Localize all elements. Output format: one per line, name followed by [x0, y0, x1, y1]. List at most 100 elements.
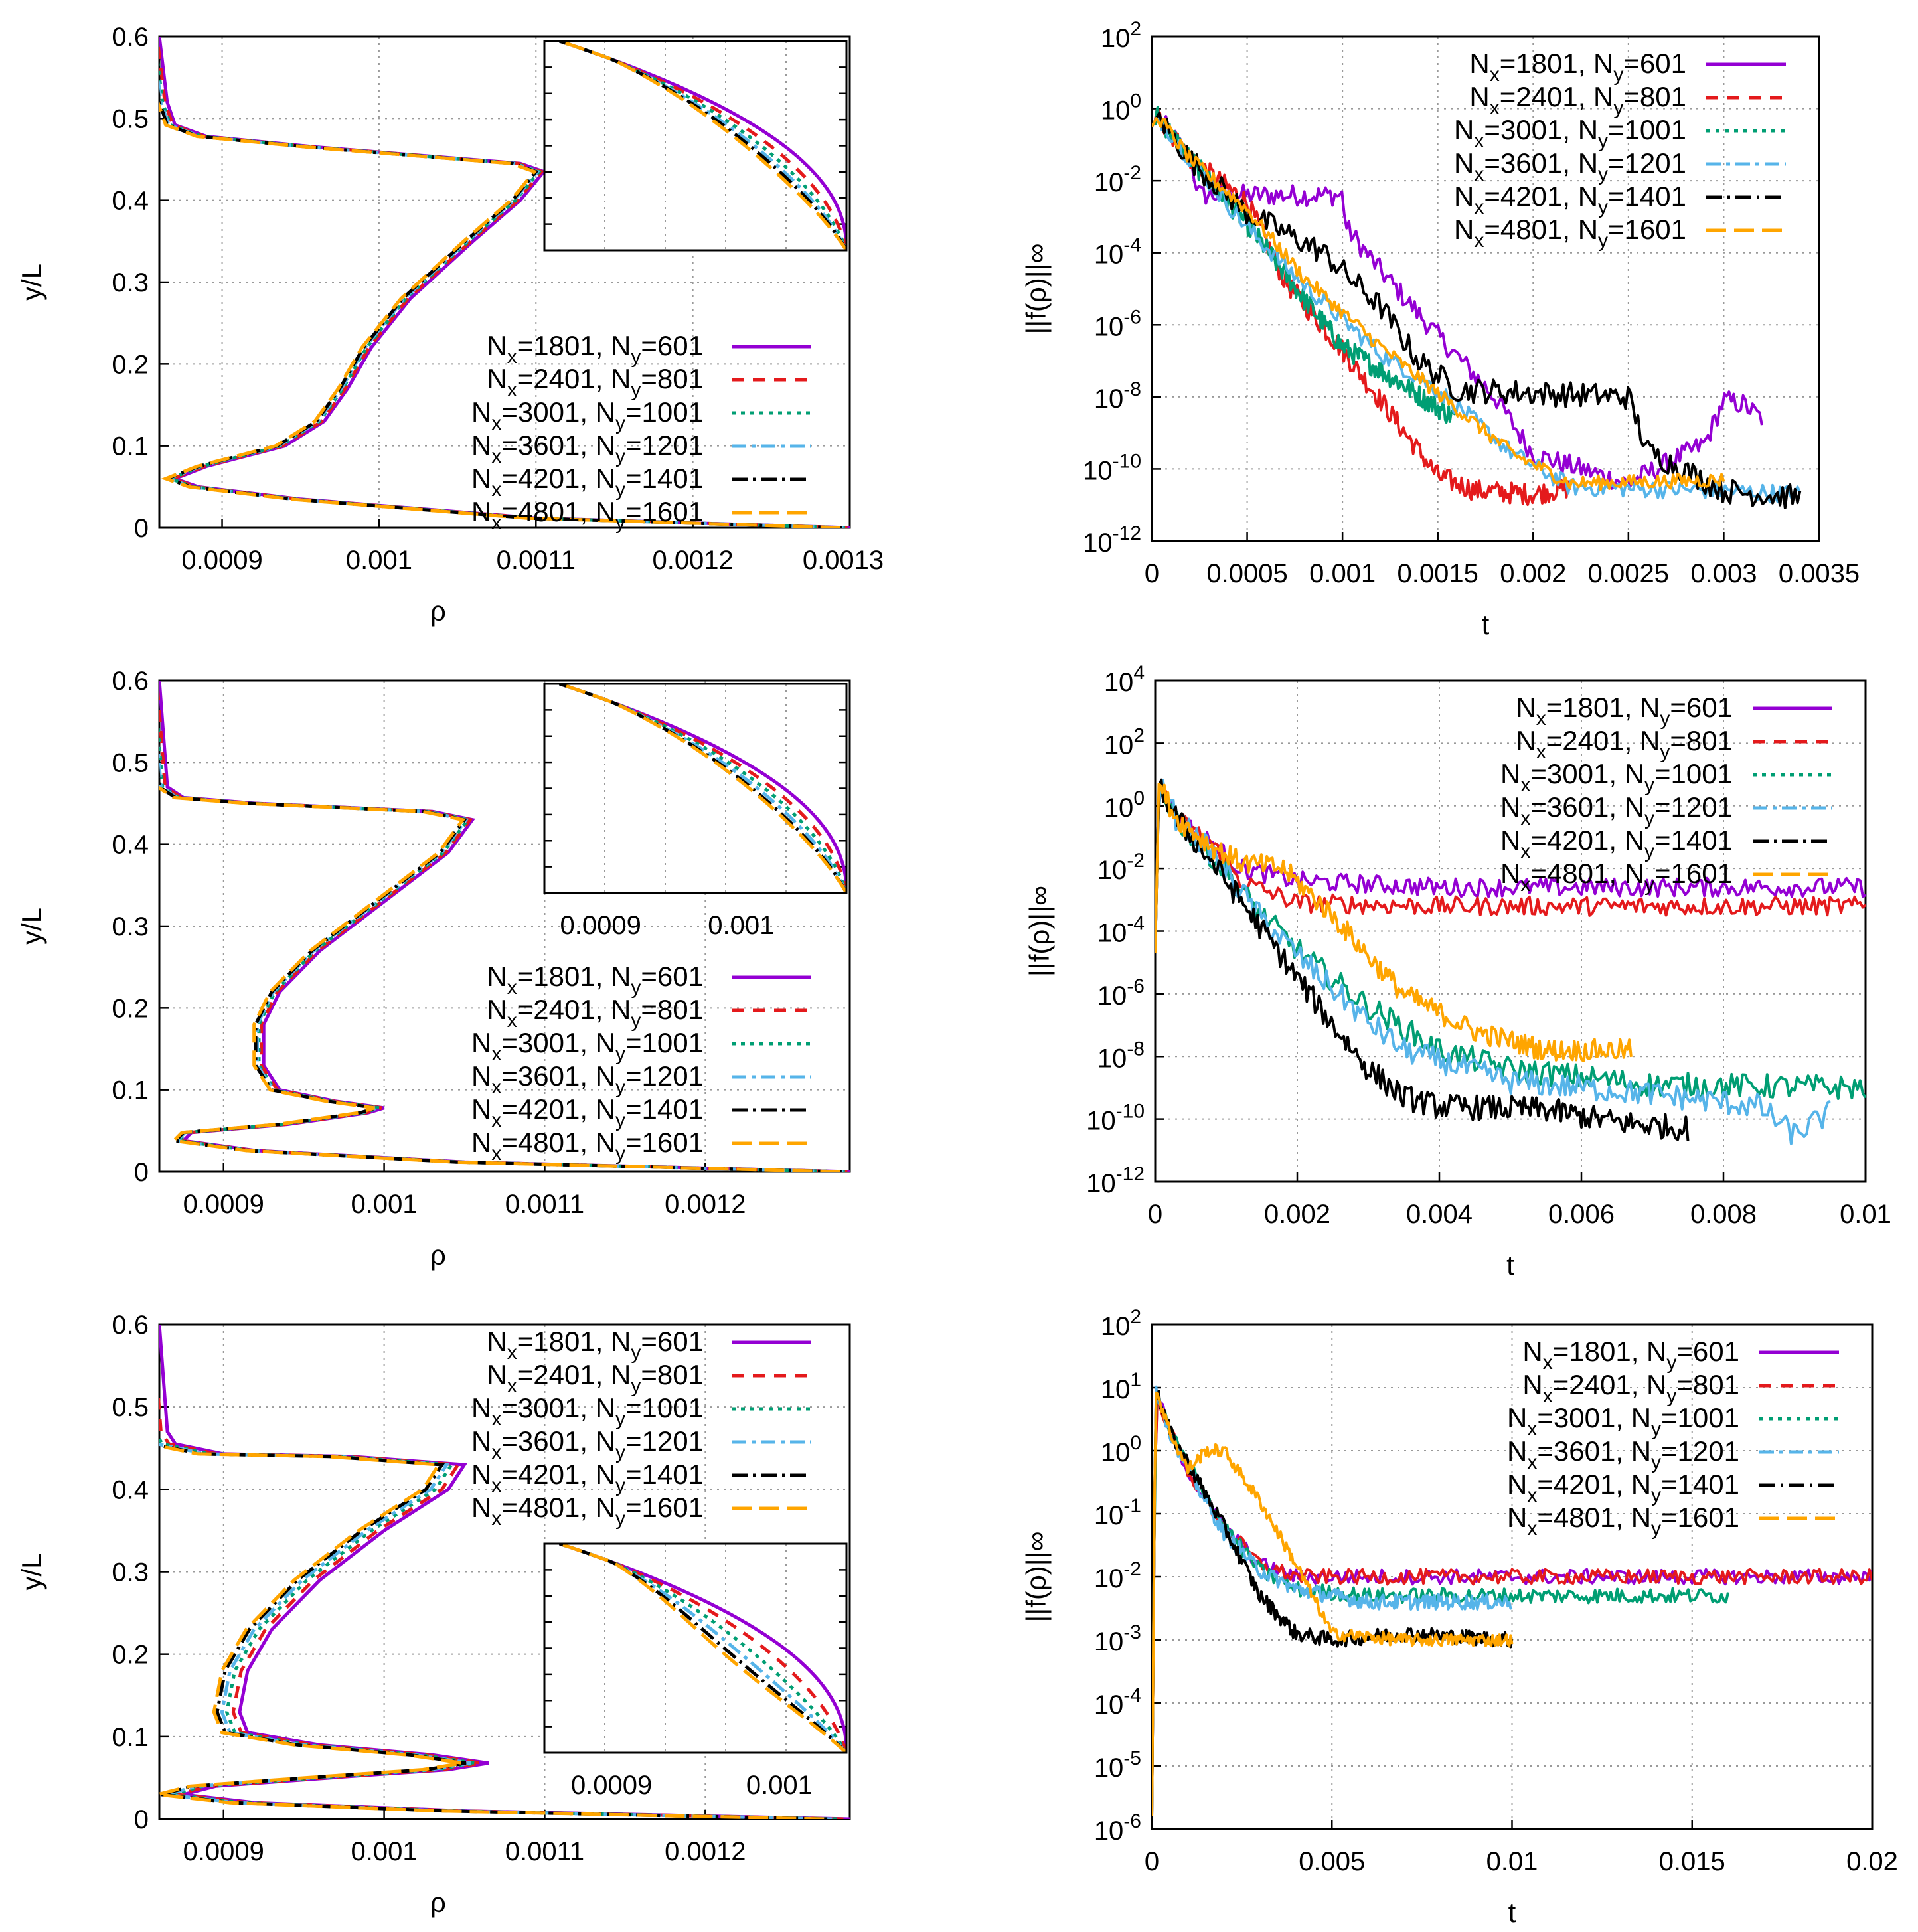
- legend-label: Nx=3001, Ny=1001: [1507, 1402, 1739, 1440]
- xtick-label: 0.015: [1659, 1847, 1725, 1876]
- inset-background: [544, 41, 846, 250]
- inset-zoom: 0.0009 0.001: [543, 1542, 848, 1800]
- series-nx3001: [1152, 106, 1459, 424]
- inset-curve-nx2401: [558, 684, 846, 893]
- legend-label: Nx=4201, Ny=1401: [471, 463, 704, 501]
- ytick-label: 10-6: [1097, 975, 1145, 1010]
- y-axis-label: ||f(ρ)||∞: [1024, 886, 1055, 977]
- ytick-label: 10-6: [1094, 1811, 1141, 1846]
- ytick-label: 10-2: [1094, 1558, 1141, 1593]
- inset-curve-nx4801: [558, 41, 846, 250]
- xtick-label: 0: [1148, 1200, 1162, 1229]
- xtick-label: 0.0009: [181, 546, 262, 575]
- density-profile-middle: 0 0.1 0.2 0.3 0.4 0.5 0.6 0.0009 0.001 0.0011 0.00…: [16, 667, 851, 1271]
- ytick-label: 10-3: [1094, 1621, 1141, 1656]
- curve-nx3601: [159, 1442, 833, 1819]
- xtick-label: 0.0011: [505, 1190, 584, 1219]
- series-nx4801: [1155, 783, 1633, 1062]
- legend-label: Nx=3601, Ny=1201: [471, 1425, 704, 1463]
- curve-nx4801: [159, 1444, 825, 1819]
- ytick-label: 10-8: [1094, 378, 1141, 414]
- curve-nx3001: [159, 62, 845, 528]
- legend-label: Nx=2401, Ny=801: [1522, 1369, 1739, 1407]
- xtick-label: 0.0009: [183, 1190, 264, 1219]
- ytick-label: 10-4: [1094, 1684, 1141, 1720]
- legend-label: Nx=2401, Ny=801: [487, 1359, 704, 1397]
- series-nx3601: [1155, 779, 1831, 1145]
- curve-nx4801: [159, 101, 840, 528]
- ytick-label: 0.3: [112, 912, 149, 941]
- ytick-label: 0.4: [112, 831, 149, 860]
- curve-nx4201: [159, 1443, 828, 1819]
- inset-frame: [543, 683, 848, 894]
- plot-frame: [158, 1323, 851, 1820]
- curve-nx2401: [159, 1388, 844, 1819]
- y-axis-label: y/L: [16, 264, 47, 301]
- xtick-label: 0.0009: [183, 1837, 264, 1866]
- y-axis-label: y/L: [16, 908, 47, 945]
- xtick-label: 0.0012: [665, 1837, 746, 1866]
- legend-label: Nx=4801, Ny=1601: [471, 1127, 704, 1165]
- xtick-label: 0: [1145, 1847, 1159, 1876]
- xtick-label: 0.01: [1840, 1200, 1891, 1229]
- ytick-label: 10-4: [1097, 913, 1145, 948]
- legend-label: Nx=1801, Ny=601: [487, 1326, 704, 1364]
- x-axis-label: ρ: [430, 1887, 446, 1918]
- x-axis-label: t: [1482, 609, 1490, 640]
- ytick-label: 10-10: [1086, 1101, 1145, 1136]
- ytick-label: 100: [1104, 787, 1145, 823]
- residual-bottom: 10-6 10-5 10-4 10-3 10-2 10-1 100 101 102 0 0.005 0…: [1020, 1306, 1898, 1928]
- inset-curve-nx1801: [558, 41, 846, 250]
- ytick-label: 10-1: [1094, 1495, 1141, 1530]
- legend-label: Nx=2401, Ny=801: [1469, 81, 1686, 119]
- legend-label: Nx=3601, Ny=1201: [1500, 791, 1733, 829]
- plot-frame: [158, 679, 851, 1173]
- inset-zoom: [543, 40, 848, 252]
- inset-background: [544, 1544, 846, 1753]
- ytick-label: 0.6: [112, 1311, 149, 1340]
- y-axis-label: ||f(ρ)||∞: [1020, 1531, 1052, 1622]
- plot-frame: [1151, 35, 1820, 542]
- inset-curve-nx4801: [558, 684, 846, 893]
- ytick-label: 102: [1101, 18, 1141, 53]
- ytick-label: 0.1: [112, 432, 149, 461]
- ytick-label: 0.1: [112, 1723, 149, 1752]
- xtick-label: 0.0025: [1588, 559, 1669, 588]
- ytick-label: 0.2: [112, 994, 149, 1023]
- xtick-label: 0.005: [1299, 1847, 1365, 1876]
- ytick-label: 0.3: [112, 1558, 149, 1587]
- legend-label: Nx=2401, Ny=801: [487, 363, 704, 401]
- legend-label: Nx=4201, Ny=1401: [1500, 825, 1733, 862]
- ytick-label: 0: [134, 1158, 149, 1187]
- legend-label: Nx=4801, Ny=1601: [471, 1492, 704, 1530]
- series-nx1801: [1155, 786, 1866, 953]
- residual-top: 10-12 10-10 10-8 10-6 10-4 10-2 100 102 0 0.0005 0…: [1020, 18, 1860, 640]
- series-nx2401: [1152, 108, 1571, 506]
- xtick-label: 0.001: [346, 546, 412, 575]
- inset-curve-nx1801: [558, 684, 846, 893]
- ytick-label: 10-5: [1094, 1747, 1141, 1783]
- density-profile-top: 0 0.1 0.2 0.3 0.4 0.5 0.6 0.0009 0.001 0.0011 0.00…: [16, 23, 884, 627]
- ytick-label: 100: [1101, 90, 1141, 125]
- curve-nx4801: [159, 785, 840, 1172]
- legend-label: Nx=3001, Ny=1001: [1454, 114, 1686, 152]
- xtick-label: 0: [1145, 559, 1159, 588]
- y-axis-label: y/L: [16, 1553, 47, 1590]
- xtick-label: 0.0011: [497, 546, 576, 575]
- xtick-label: 0.01: [1486, 1847, 1538, 1876]
- ytick-label: 10-12: [1083, 523, 1141, 558]
- xtick-label: 0.004: [1406, 1200, 1473, 1229]
- xtick-label: 0.0013: [803, 546, 884, 575]
- xtick-label: 0.001: [351, 1190, 418, 1219]
- xtick-label: 0.002: [1500, 559, 1566, 588]
- xtick-label: 0.002: [1264, 1200, 1330, 1229]
- legend-label: Nx=4801, Ny=1601: [1500, 858, 1733, 896]
- series-nx3001: [1155, 786, 1866, 1100]
- inset-frame: [543, 40, 848, 252]
- series-nx2401: [1155, 786, 1866, 953]
- series-nx4201: [1152, 1390, 1514, 1817]
- ytick-label: 10-6: [1094, 306, 1141, 341]
- ytick-label: 0.6: [112, 667, 149, 696]
- xtick-label: 0.0035: [1779, 559, 1860, 588]
